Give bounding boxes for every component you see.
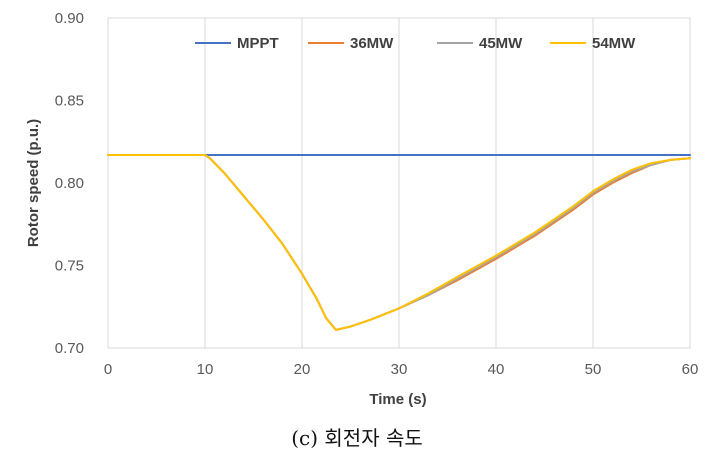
- x-tick-label: 30: [391, 361, 408, 378]
- figure-caption: (c) 회전자 속도: [291, 426, 423, 450]
- plot-area: [107, 17, 691, 349]
- grid-lines: [107, 18, 691, 348]
- y-tick-label: 0.70: [55, 340, 84, 357]
- x-tick-label: 50: [585, 361, 602, 378]
- legend: MPPT 36MW 45MW 54MW: [195, 35, 636, 52]
- x-axis-title: Time (s): [369, 391, 426, 408]
- series-line-54mw: [107, 153, 691, 331]
- y-tick-labels: 0.70 0.75 0.80 0.85 0.90: [55, 10, 84, 357]
- y-tick-label: 0.85: [55, 93, 84, 110]
- legend-label-54mw: 54MW: [592, 35, 636, 52]
- plot-frame: [107, 17, 691, 349]
- y-tick-label: 0.90: [55, 10, 84, 27]
- series-lines: [107, 153, 691, 331]
- legend-label-mppt: MPPT: [237, 35, 279, 52]
- legend-label-45mw: 45MW: [479, 35, 523, 52]
- x-tick-label: 0: [104, 361, 112, 378]
- x-tick-label: 10: [197, 361, 214, 378]
- rotor-speed-chart: 0.70 0.75 0.80 0.85 0.90 0 10 20 30 40 50 60 MPPT 3…: [25, 10, 699, 408]
- y-tick-label: 0.75: [55, 258, 84, 275]
- y-tick-label: 0.80: [55, 175, 84, 192]
- x-tick-label: 60: [682, 361, 699, 378]
- y-axis-title: Rotor speed (p.u.): [25, 119, 42, 247]
- legend-label-36mw: 36MW: [350, 35, 394, 52]
- x-tick-label: 20: [294, 361, 311, 378]
- x-tick-labels: 0 10 20 30 40 50 60: [104, 361, 699, 378]
- x-tick-label: 40: [488, 361, 505, 378]
